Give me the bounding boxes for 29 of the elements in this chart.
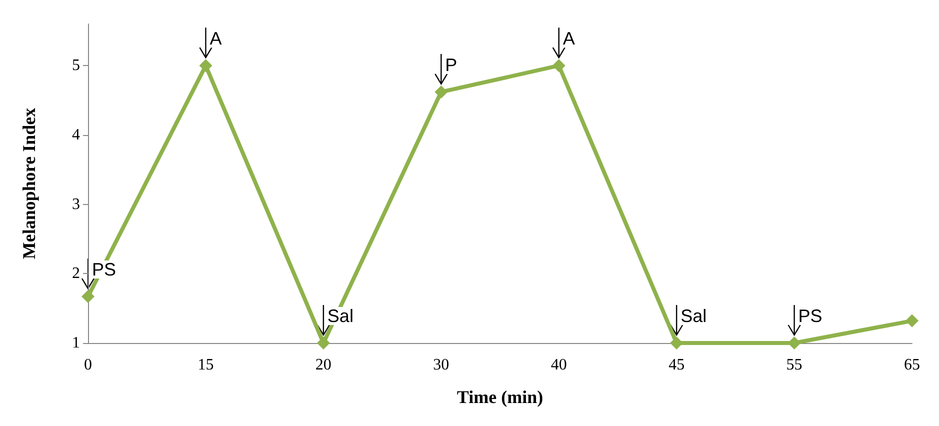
annotation: PS bbox=[798, 306, 822, 326]
point bbox=[199, 59, 212, 72]
x-tick-label: 65 bbox=[904, 356, 920, 374]
y-tick-label: 1 bbox=[72, 334, 80, 352]
annotation: PS bbox=[92, 260, 116, 280]
x-tick-label: 55 bbox=[786, 356, 802, 374]
x-tick-label: 40 bbox=[550, 356, 567, 374]
point bbox=[434, 85, 448, 98]
annotation: P bbox=[445, 54, 458, 75]
x-tick-label: 45 bbox=[668, 356, 685, 374]
point bbox=[788, 336, 801, 350]
y-tick-label: 2 bbox=[72, 265, 80, 282]
x-tick-label: 20 bbox=[315, 356, 332, 374]
annotation: A bbox=[210, 28, 222, 49]
annotation: Sal bbox=[327, 306, 354, 326]
y-axis-title: Melanophore Index bbox=[19, 108, 39, 260]
point bbox=[906, 314, 918, 328]
y-tick-label: 4 bbox=[72, 126, 80, 144]
point bbox=[82, 290, 94, 304]
point bbox=[552, 59, 566, 72]
annotation: Sal bbox=[680, 306, 707, 326]
x-axis-title: Time (min) bbox=[456, 387, 544, 407]
annotation: A bbox=[562, 28, 575, 49]
y-tick-label: 5 bbox=[72, 57, 80, 74]
y-tick-label: 3 bbox=[72, 196, 80, 213]
x-tick-label: 30 bbox=[433, 356, 450, 374]
x-tick-label: 0 bbox=[84, 356, 92, 374]
x-tick-label: 15 bbox=[198, 356, 214, 374]
point bbox=[316, 336, 330, 350]
